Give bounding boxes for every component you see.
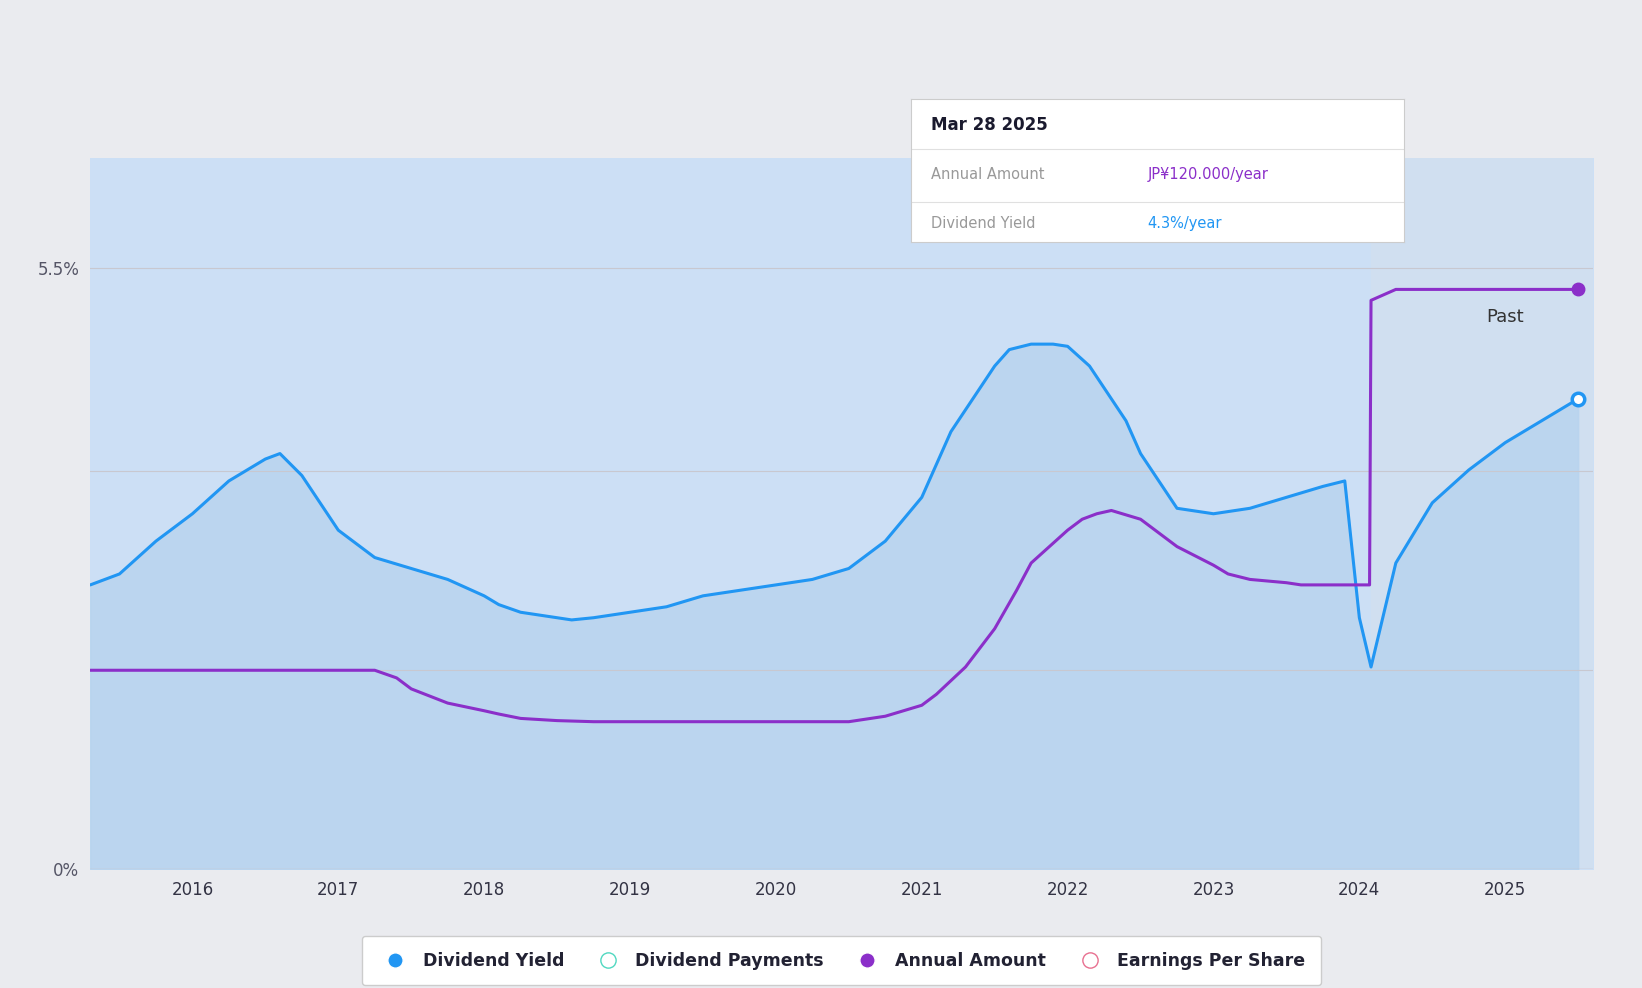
Text: Dividend Yield: Dividend Yield	[931, 216, 1036, 231]
Text: Mar 28 2025: Mar 28 2025	[931, 116, 1048, 133]
Bar	[1371, 158, 1593, 869]
Legend: Dividend Yield, Dividend Payments, Annual Amount, Earnings Per Share: Dividend Yield, Dividend Payments, Annua…	[361, 936, 1322, 985]
Text: 4.3%/year: 4.3%/year	[1148, 216, 1222, 231]
Text: Past: Past	[1486, 308, 1524, 326]
Text: JP¥120.000/year: JP¥120.000/year	[1148, 167, 1269, 182]
Text: Annual Amount: Annual Amount	[931, 167, 1044, 182]
